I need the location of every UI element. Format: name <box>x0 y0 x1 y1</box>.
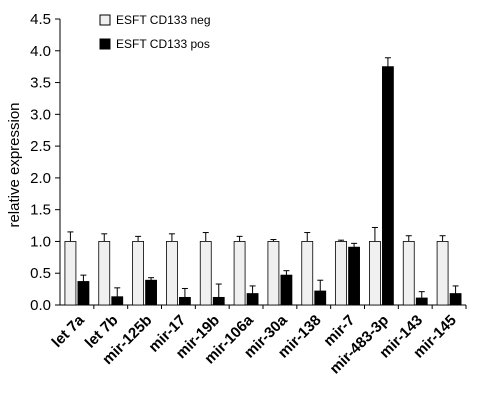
bar-cd133-neg <box>233 241 246 306</box>
bar-cd133-neg <box>402 241 415 306</box>
legend-swatch-pos <box>99 38 111 50</box>
bar-cd133-pos <box>348 246 360 306</box>
y-tick-label: 2.0 <box>30 170 51 187</box>
bar-cd133-pos <box>145 279 157 306</box>
y-tick-label: 0.5 <box>30 265 51 282</box>
legend-label-pos: ESFT CD133 pos <box>116 37 210 51</box>
bar-cd133-neg <box>98 241 111 306</box>
bar-cd133-pos <box>382 66 394 306</box>
legend: ESFT CD133 neg ESFT CD133 pos <box>99 13 211 51</box>
bar-cd133-pos <box>449 293 462 306</box>
bar-cd133-neg <box>64 241 77 306</box>
y-tick-label: 0.0 <box>30 297 51 314</box>
legend-label-neg: ESFT CD133 neg <box>116 13 211 27</box>
bar-cd133-neg <box>166 241 178 306</box>
bar-cd133-pos <box>111 296 124 306</box>
y-tick-label: 4.5 <box>30 11 51 28</box>
bar-cd133-pos <box>246 293 259 306</box>
y-tick-label: 3.5 <box>30 75 51 92</box>
y-tick-label: 1.5 <box>30 202 51 219</box>
x-tick-label: let 7a <box>49 311 89 351</box>
y-tick-label: 1.0 <box>30 233 51 250</box>
bar-cd133-pos <box>179 296 191 306</box>
y-axis-label: relative expression <box>6 102 23 227</box>
bar-cd133-neg <box>199 241 212 306</box>
bar-cd133-pos <box>77 281 90 306</box>
y-tick-label: 3.0 <box>30 106 51 123</box>
bar-cd133-neg <box>335 241 347 306</box>
bar-cd133-neg <box>132 241 144 306</box>
bar-cd133-neg <box>369 241 381 306</box>
bar-cd133-pos <box>314 290 327 306</box>
bar-cd133-pos <box>280 274 293 306</box>
y-tick-label: 2.5 <box>30 138 51 155</box>
y-tick-label: 4.0 <box>30 43 51 60</box>
bar-cd133-neg <box>436 241 449 306</box>
legend-swatch-neg <box>99 14 111 26</box>
bar-cd133-pos <box>212 296 225 306</box>
bar-cd133-neg <box>267 241 280 306</box>
bar-cd133-pos <box>415 297 428 306</box>
bar-cd133-neg <box>301 241 314 306</box>
